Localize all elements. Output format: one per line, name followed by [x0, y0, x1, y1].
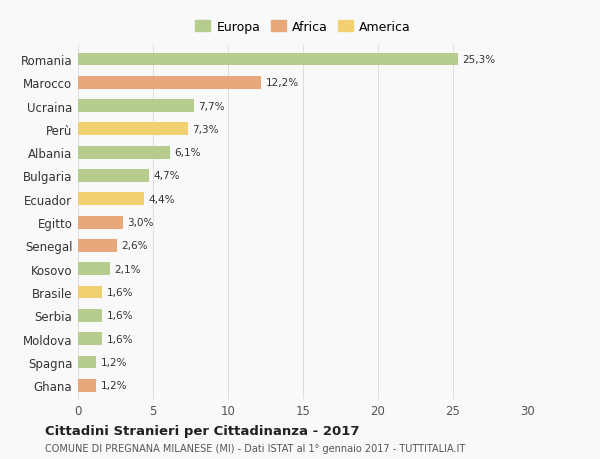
Text: 6,1%: 6,1%	[174, 148, 200, 158]
Text: 1,6%: 1,6%	[107, 334, 133, 344]
Bar	[78, 146, 170, 159]
Bar	[78, 193, 144, 206]
Text: 1,6%: 1,6%	[107, 311, 133, 321]
Bar	[78, 309, 102, 322]
Text: 1,6%: 1,6%	[107, 287, 133, 297]
Bar	[78, 286, 102, 299]
Bar	[78, 170, 149, 183]
Bar	[78, 77, 261, 90]
Text: 1,2%: 1,2%	[101, 381, 127, 390]
Text: 1,2%: 1,2%	[101, 357, 127, 367]
Bar	[78, 123, 187, 136]
Bar	[78, 240, 117, 252]
Bar	[78, 100, 193, 113]
Bar	[78, 53, 458, 66]
Bar	[78, 263, 110, 275]
Text: COMUNE DI PREGNANA MILANESE (MI) - Dati ISTAT al 1° gennaio 2017 - TUTTITALIA.IT: COMUNE DI PREGNANA MILANESE (MI) - Dati …	[45, 443, 465, 453]
Bar	[78, 379, 96, 392]
Text: Cittadini Stranieri per Cittadinanza - 2017: Cittadini Stranieri per Cittadinanza - 2…	[45, 424, 359, 437]
Text: 7,7%: 7,7%	[198, 101, 224, 112]
Text: 3,0%: 3,0%	[128, 218, 154, 228]
Text: 4,7%: 4,7%	[153, 171, 179, 181]
Text: 2,6%: 2,6%	[121, 241, 148, 251]
Legend: Europa, Africa, America: Europa, Africa, America	[191, 17, 415, 37]
Text: 12,2%: 12,2%	[265, 78, 299, 88]
Bar	[78, 216, 123, 229]
Text: 4,4%: 4,4%	[149, 194, 175, 204]
Text: 7,3%: 7,3%	[192, 124, 218, 134]
Text: 25,3%: 25,3%	[462, 55, 495, 65]
Bar	[78, 356, 96, 369]
Text: 2,1%: 2,1%	[114, 264, 140, 274]
Bar	[78, 332, 102, 345]
